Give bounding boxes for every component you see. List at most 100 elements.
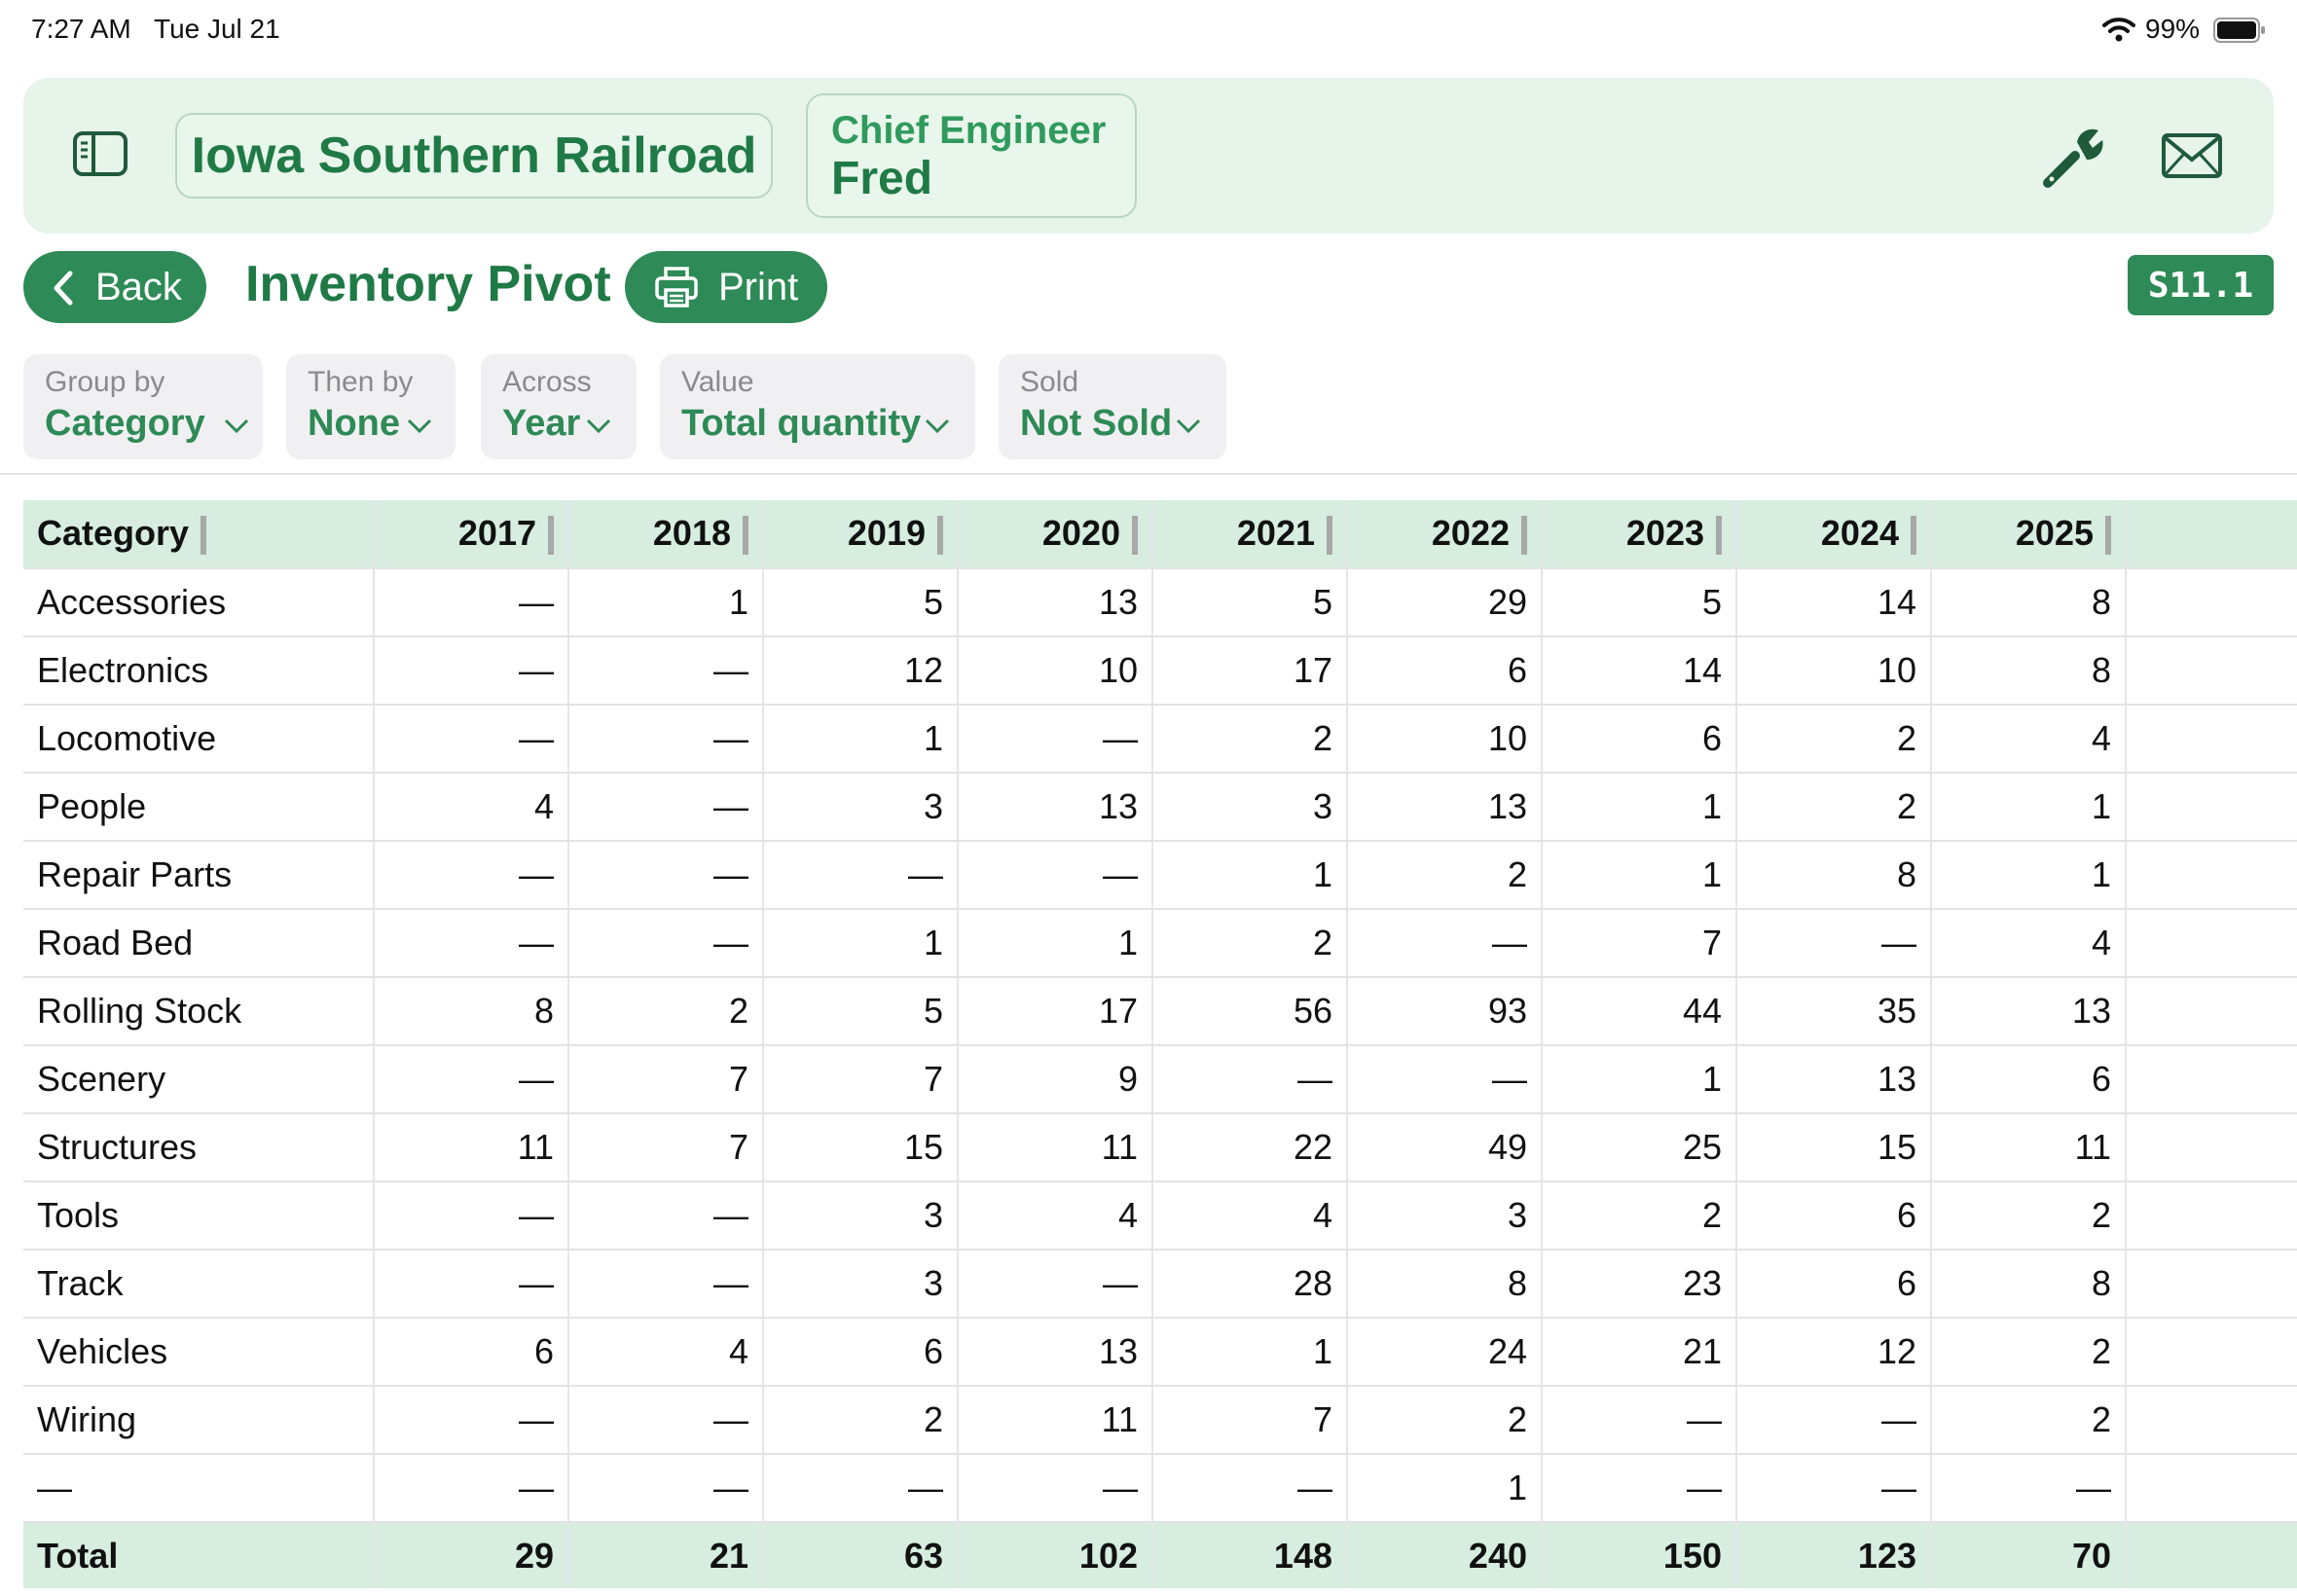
cell-value: 4 bbox=[568, 1318, 764, 1387]
page-title: Inventory Pivot bbox=[245, 256, 611, 312]
back-label: Back bbox=[95, 266, 182, 308]
table-row[interactable]: ——————1———— bbox=[23, 1454, 2297, 1523]
cell-value: 14 bbox=[1736, 568, 1932, 637]
cell-value: 35 bbox=[1736, 977, 1932, 1046]
cell-value: 2 bbox=[1347, 1386, 1543, 1455]
row-category: — bbox=[23, 1454, 375, 1523]
cell-value: — bbox=[374, 636, 569, 706]
user-selector[interactable]: Chief Engineer Fred bbox=[806, 93, 1137, 218]
pivot-table[interactable]: Category 2017 2018 2019 2020 2021 2022 2023 2024… bbox=[23, 500, 2297, 1588]
value-value: Total quantity bbox=[681, 403, 922, 444]
column-header-3[interactable]: 2019 bbox=[763, 500, 959, 569]
status-date: Tue Jul 21 bbox=[154, 14, 280, 44]
print-button[interactable]: Print bbox=[625, 251, 827, 323]
cell-value: 1 bbox=[763, 909, 959, 978]
cell-value: — bbox=[568, 841, 764, 910]
column-resize-handle[interactable] bbox=[937, 516, 943, 556]
cell-value: 6 bbox=[1347, 636, 1543, 706]
total-value: 123 bbox=[1736, 1522, 1932, 1588]
cell-value: 3 bbox=[763, 1250, 959, 1319]
back-button[interactable]: Back bbox=[23, 251, 206, 323]
cell-value: — bbox=[2126, 1454, 2297, 1523]
column-header-4[interactable]: 2020 bbox=[958, 500, 1153, 569]
column-header-7[interactable]: 2023 bbox=[1542, 500, 1737, 569]
cell-value: 2 bbox=[1736, 773, 1932, 842]
cell-value: 2 bbox=[763, 1386, 959, 1455]
cell-value: — bbox=[763, 1454, 959, 1523]
column-header-9[interactable]: 2025 bbox=[1931, 500, 2127, 569]
cell-value: — bbox=[568, 1181, 764, 1251]
column-header-1[interactable]: 2017 bbox=[374, 500, 569, 569]
column-resize-handle[interactable] bbox=[1327, 516, 1332, 556]
table-row[interactable]: Vehicles64613124211226 bbox=[23, 1318, 2297, 1387]
column-header-2[interactable]: 2018 bbox=[568, 500, 764, 569]
cell-value: 8 bbox=[1347, 1250, 1543, 1319]
wrench-icon[interactable] bbox=[2038, 121, 2108, 191]
cell-value: — bbox=[1542, 1386, 1737, 1455]
cell-value: 5 bbox=[1542, 568, 1737, 637]
column-header-6[interactable]: 2022 bbox=[1347, 500, 1543, 569]
cell-value: 4 bbox=[1931, 705, 2127, 774]
column-resize-handle[interactable] bbox=[1911, 516, 1916, 556]
railroad-selector[interactable]: Iowa Southern Railroad bbox=[175, 113, 773, 199]
column-resize-handle[interactable] bbox=[743, 516, 748, 556]
row-category: Tools bbox=[23, 1181, 375, 1251]
cell-value: 1 bbox=[1542, 841, 1737, 910]
column-header-8[interactable]: 2024 bbox=[1736, 500, 1932, 569]
table-row[interactable]: Road Bed——112—7—4— bbox=[23, 909, 2297, 978]
cell-value: 4 bbox=[1152, 1181, 1348, 1251]
cell-value: — bbox=[2126, 705, 2297, 774]
value-label: Value bbox=[681, 366, 754, 398]
column-resize-handle[interactable] bbox=[2105, 516, 2111, 556]
cell-value: 8 bbox=[1736, 841, 1932, 910]
cell-value: — bbox=[2126, 568, 2297, 637]
total-value: 70 bbox=[1931, 1522, 2127, 1588]
cell-value: — bbox=[568, 705, 764, 774]
cell-value: — bbox=[958, 1454, 1153, 1523]
sidebar-toggle-icon[interactable] bbox=[72, 130, 128, 177]
group-by-picker[interactable]: Group by Category bbox=[23, 354, 263, 459]
value-picker[interactable]: Value Total quantity bbox=[660, 354, 975, 459]
cell-value: 6 bbox=[1931, 1045, 2127, 1114]
then-by-picker[interactable]: Then by None bbox=[286, 354, 456, 459]
column-header-5[interactable]: 2021 bbox=[1152, 500, 1348, 569]
column-resize-handle[interactable] bbox=[201, 516, 207, 556]
cell-value: 11 bbox=[958, 1113, 1153, 1182]
cell-value: 7 bbox=[568, 1045, 764, 1114]
cell-value: — bbox=[2126, 909, 2297, 978]
cell-value: 3 bbox=[763, 1181, 959, 1251]
cell-value: 24 bbox=[1347, 1318, 1543, 1387]
column-resize-handle[interactable] bbox=[1521, 516, 1527, 556]
column-resize-handle[interactable] bbox=[1716, 516, 1722, 556]
chevron-down-icon bbox=[407, 418, 432, 434]
cell-value: — bbox=[1347, 1045, 1543, 1114]
cell-value: 10 bbox=[1736, 636, 1932, 706]
cell-value: 11 bbox=[1931, 1113, 2127, 1182]
row-category: Scenery bbox=[23, 1045, 375, 1114]
across-picker[interactable]: Across Year bbox=[481, 354, 637, 459]
cell-value: 21 bbox=[1542, 1318, 1737, 1387]
envelope-icon[interactable] bbox=[2161, 132, 2223, 179]
column-resize-handle[interactable] bbox=[548, 516, 554, 556]
column-header-label: 2024 bbox=[1820, 512, 1899, 553]
column-resize-handle[interactable] bbox=[1132, 516, 1138, 556]
cell-value: — bbox=[958, 705, 1153, 774]
cell-value: — bbox=[2126, 773, 2297, 842]
cell-value: 3 bbox=[1152, 773, 1348, 842]
cell-value: — bbox=[1347, 909, 1543, 978]
column-header-10[interactable]: — bbox=[2126, 500, 2297, 569]
column-header-category[interactable]: Category bbox=[23, 500, 375, 569]
cell-value: 10 bbox=[958, 636, 1153, 706]
sold-picker[interactable]: Sold Not Sold bbox=[999, 354, 1226, 459]
